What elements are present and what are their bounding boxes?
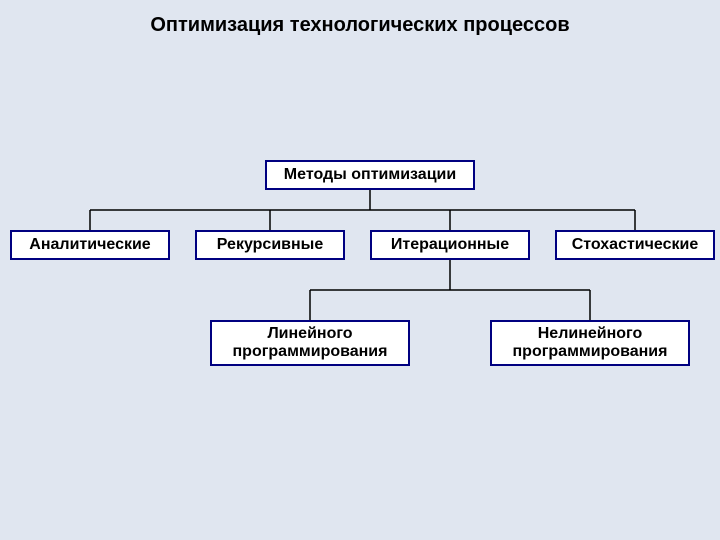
- node-g2: Нелинейногопрограммирования: [490, 320, 690, 366]
- node-c4: Стохастические: [555, 230, 715, 260]
- node-c1: Аналитические: [10, 230, 170, 260]
- node-c3: Итерационные: [370, 230, 530, 260]
- node-g1: Линейногопрограммирования: [210, 320, 410, 366]
- node-c2: Рекурсивные: [195, 230, 345, 260]
- page-title: Оптимизация технологических процессов: [0, 14, 720, 37]
- connector-layer: [0, 0, 720, 540]
- node-root: Методы оптимизации: [265, 160, 475, 190]
